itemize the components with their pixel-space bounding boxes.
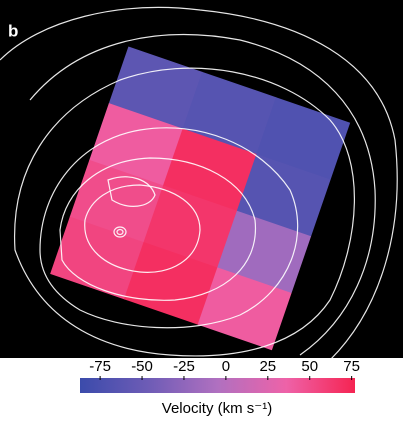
colorbar [80,378,355,393]
velocity-grid [50,46,351,351]
tick-label: -25 [173,358,195,375]
velocity-cell [182,71,277,155]
velocity-cell [197,267,292,351]
tick-label: 75 [343,358,360,375]
velocity-cell [217,210,312,294]
tick-label: -75 [89,358,111,375]
velocity-cell [256,97,351,180]
velocity-cell [143,185,238,269]
contours [0,6,398,371]
velocity-cell [123,242,218,325]
colorbar-ticks: -75 -50 -25 0 25 50 75 [89,358,360,380]
tick-label: -50 [131,358,153,375]
velocity-cell [108,46,203,130]
colorbar-panel [0,358,403,429]
velocity-cell [236,153,331,237]
velocity-cell [69,159,164,243]
tick-label: 0 [222,358,230,375]
tick-label: 50 [301,358,318,375]
tick-label: 25 [259,358,276,375]
panel-label: b [8,21,18,40]
colorbar-label: Velocity (km s⁻¹) [162,400,272,417]
